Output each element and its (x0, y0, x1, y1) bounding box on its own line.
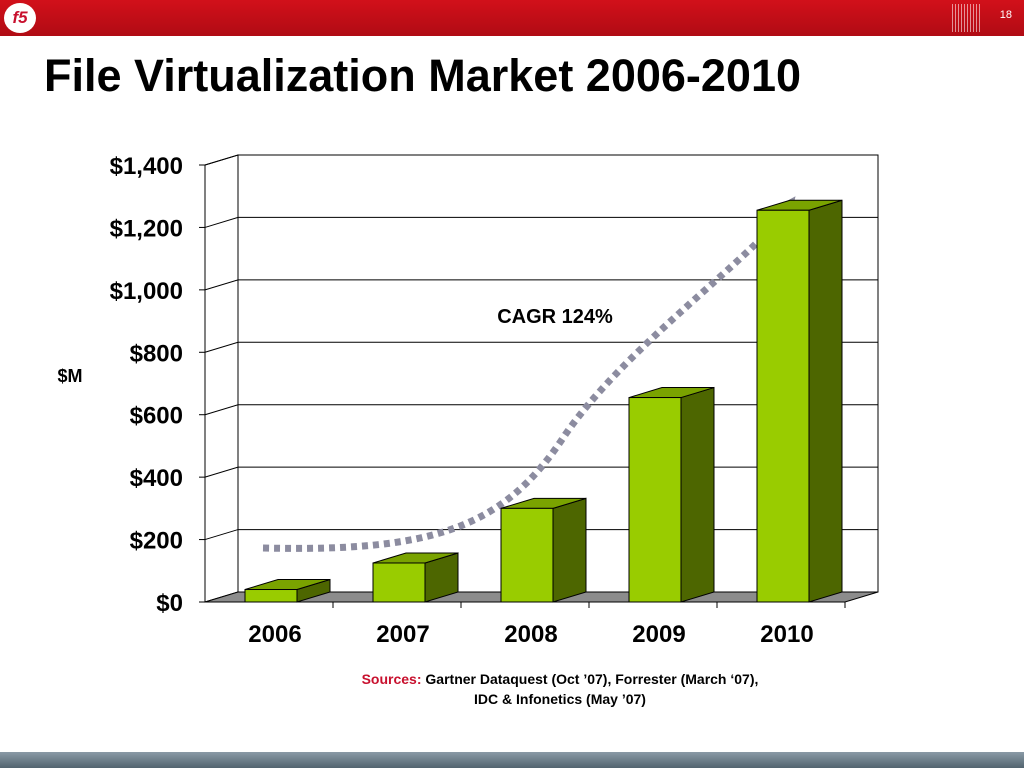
sources-text: Gartner Dataquest (Oct ’07), Forrester (… (425, 671, 759, 687)
bar-side (552, 497, 587, 603)
gridline (204, 154, 878, 166)
sources-text-line2: IDC & Infonetics (May ’07) (474, 691, 646, 707)
y-tick-label: $1,000 (110, 278, 183, 305)
y-tick-label: $200 (130, 528, 183, 555)
bar-side (680, 386, 715, 603)
decorative-stripes (952, 4, 982, 32)
gridline (204, 216, 878, 228)
x-tick-label: 2007 (376, 621, 429, 648)
gridline (204, 279, 878, 291)
y-axis-title: $M (57, 366, 82, 386)
bar-front (500, 507, 554, 603)
page-number: 18 (999, 9, 1012, 21)
bar-2007 (372, 552, 459, 603)
bar-front (244, 589, 298, 603)
bar-2006 (244, 578, 331, 603)
footer-bar (0, 752, 1024, 768)
bar-front (756, 209, 810, 603)
bar-2009 (628, 386, 715, 603)
y-tick-label: $1,400 (110, 153, 183, 180)
bar-front (628, 397, 682, 603)
cagr-arrow-line (262, 208, 789, 552)
slide-title: File Virtualization Market 2006-2010 (44, 50, 802, 101)
bar-2008 (500, 497, 587, 603)
sources-note: Sources: Gartner Dataquest (Oct ’07), Fo… (240, 669, 880, 709)
y-tick-label: $400 (130, 465, 183, 492)
f5-logo: f5 (4, 3, 36, 33)
cagr-annotation: CAGR 124% (497, 306, 613, 328)
bar-front (372, 562, 426, 603)
chart-bars (244, 199, 843, 603)
bar-side (808, 199, 843, 603)
x-tick-label: 2006 (248, 621, 301, 648)
sources-label: Sources: (361, 671, 422, 687)
x-tick-label: 2009 (632, 621, 685, 648)
y-tick-label: $1,200 (110, 215, 183, 242)
y-tick-label: $800 (130, 340, 183, 367)
y-tick-label: $0 (156, 590, 183, 617)
x-tick-label: 2008 (504, 621, 557, 648)
chart-labels: $0 $200 $400 $600 $800 $1,000 $1,200 $1,400 2006… (57, 153, 813, 648)
x-tick-label: 2010 (760, 621, 813, 648)
y-tick-label: $600 (130, 403, 183, 430)
gridline (204, 341, 878, 353)
header-bar: f5 18 (0, 0, 1024, 36)
bar-2010 (756, 199, 843, 603)
